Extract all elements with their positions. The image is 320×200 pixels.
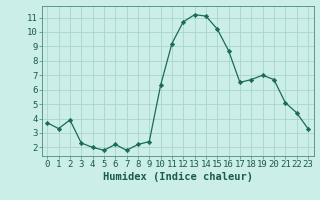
X-axis label: Humidex (Indice chaleur): Humidex (Indice chaleur) (103, 172, 252, 182)
